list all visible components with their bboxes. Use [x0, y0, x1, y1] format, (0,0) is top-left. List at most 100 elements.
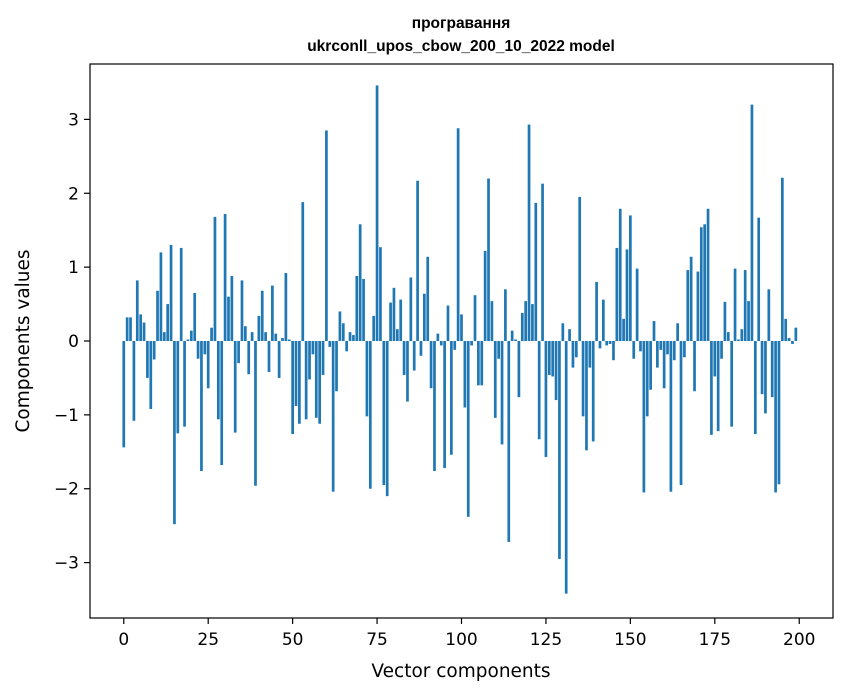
bar-47 — [281, 338, 284, 341]
bar-129 — [558, 341, 561, 559]
bar-103 — [470, 341, 473, 346]
bar-198 — [791, 341, 794, 344]
bar-173 — [706, 208, 710, 341]
bar-56 — [311, 341, 315, 355]
bar-185 — [747, 301, 750, 341]
bar-100 — [460, 314, 463, 341]
bar-133 — [571, 341, 575, 368]
bar-121 — [531, 304, 534, 341]
bar-7 — [146, 341, 149, 378]
bar-146 — [615, 247, 619, 341]
bar-26 — [210, 327, 213, 341]
bar-144 — [608, 341, 612, 344]
bar-126 — [547, 341, 551, 375]
bar-124 — [541, 183, 544, 341]
bar-4 — [135, 280, 139, 341]
bar-33 — [233, 341, 237, 433]
bar-34 — [237, 341, 240, 364]
bar-64 — [338, 311, 342, 341]
x-tick-label: 175 — [699, 630, 731, 650]
bar-164 — [676, 323, 679, 341]
bar-83 — [402, 341, 406, 375]
bar-62 — [331, 341, 335, 492]
bar-37 — [247, 341, 251, 375]
bar-160 — [662, 341, 666, 389]
bar-141 — [598, 341, 602, 349]
bar-92 — [433, 341, 436, 472]
bar-117 — [517, 341, 521, 398]
bar-140 — [595, 281, 598, 341]
bar-32 — [230, 276, 234, 341]
x-tick-label: 75 — [366, 630, 388, 650]
bar-128 — [554, 341, 558, 401]
bar-series — [122, 85, 798, 594]
bar-174 — [710, 341, 713, 435]
bar-10 — [156, 290, 159, 341]
bar-106 — [480, 341, 484, 386]
bar-13 — [166, 304, 170, 341]
bar-181 — [733, 268, 737, 341]
bar-74 — [372, 315, 376, 341]
bar-171 — [699, 227, 703, 341]
bar-76 — [379, 247, 382, 341]
bar-14 — [169, 244, 173, 341]
x-tick-label: 50 — [282, 630, 304, 650]
bar-48 — [284, 273, 288, 341]
bar-6 — [142, 322, 146, 341]
bar-16 — [176, 341, 180, 434]
bar-3 — [132, 341, 136, 421]
bar-71 — [362, 278, 365, 341]
bar-53 — [301, 202, 305, 341]
bar-131 — [564, 341, 568, 594]
bar-49 — [287, 339, 291, 341]
bar-23 — [200, 341, 203, 472]
bar-17 — [179, 247, 183, 341]
bar-58 — [318, 341, 321, 424]
bar-120 — [527, 124, 531, 341]
chart-title-line-1: програвання — [412, 15, 511, 32]
bar-42 — [264, 332, 267, 341]
bar-113 — [504, 289, 507, 341]
bar-82 — [399, 299, 403, 341]
bar-118 — [520, 312, 524, 341]
bar-21 — [193, 292, 197, 341]
bar-159 — [659, 341, 663, 350]
chart-title-line-2: ukrconll_upos_cbow_200_10_2022 model — [307, 38, 615, 55]
bar-139 — [591, 341, 595, 442]
bar-172 — [703, 224, 707, 341]
bar-41 — [260, 290, 264, 341]
bar-28 — [216, 341, 220, 420]
bar-0 — [122, 341, 126, 448]
bar-2 — [129, 317, 132, 341]
bar-35 — [240, 280, 244, 341]
bar-167 — [686, 270, 690, 341]
bar-180 — [730, 341, 734, 427]
bar-175 — [713, 341, 717, 377]
y-tick-label: 1 — [68, 258, 79, 278]
bar-29 — [220, 341, 224, 466]
bar-158 — [656, 341, 659, 368]
y-tick-label: −1 — [54, 406, 79, 426]
bar-109 — [490, 301, 494, 341]
bar-97 — [450, 341, 453, 455]
bar-57 — [314, 341, 318, 418]
bar-162 — [669, 341, 673, 492]
bar-170 — [696, 271, 700, 341]
bar-15 — [173, 341, 176, 525]
bar-75 — [375, 85, 379, 341]
bar-90 — [426, 256, 430, 341]
y-tick-label: 2 — [68, 184, 79, 204]
bar-61 — [328, 341, 332, 347]
bar-153 — [639, 341, 642, 352]
bar-63 — [335, 341, 338, 392]
bar-19 — [186, 339, 190, 341]
bar-130 — [561, 323, 565, 341]
bar-155 — [645, 341, 649, 417]
bar-5 — [139, 314, 143, 341]
bar-84 — [406, 341, 409, 402]
bar-59 — [321, 341, 325, 375]
bar-137 — [585, 341, 588, 451]
bar-163 — [672, 341, 676, 361]
bar-18 — [183, 341, 186, 427]
y-tick-label: 0 — [68, 332, 79, 352]
